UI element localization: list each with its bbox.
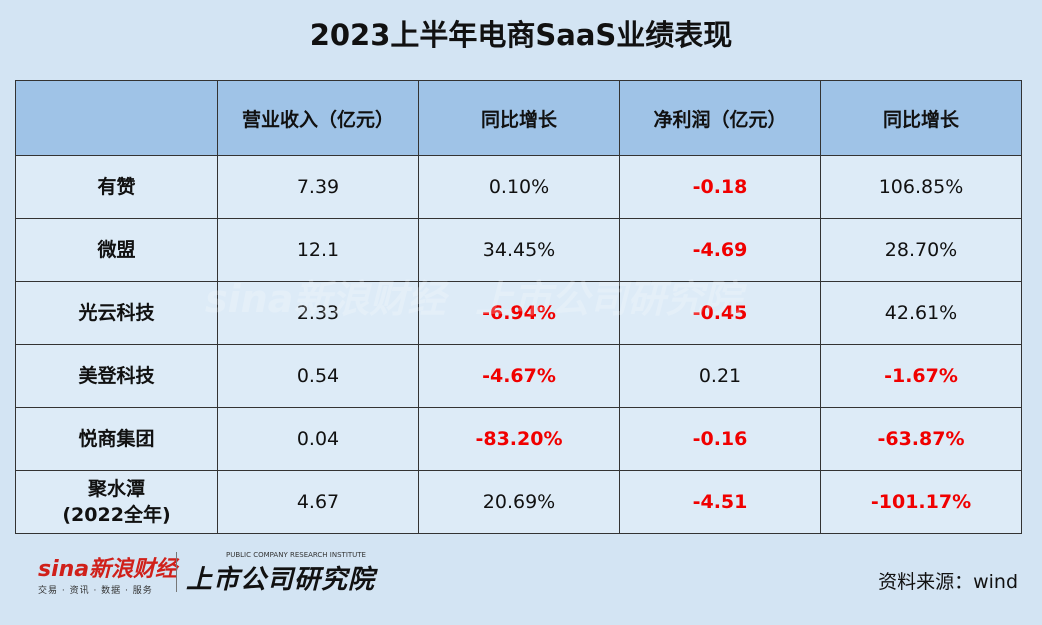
value-cell: -4.51 xyxy=(619,470,821,534)
company-name: 微盟 xyxy=(97,239,136,261)
value-cell: 0.21 xyxy=(619,344,821,408)
company-cell: 微盟 xyxy=(15,218,218,282)
sina-tagline: 交易 · 资讯 · 数据 · 服务 xyxy=(38,586,153,596)
value-cell: 106.85% xyxy=(820,155,1022,219)
value-cell: -0.18 xyxy=(619,155,821,219)
value-cell: -1.67% xyxy=(820,344,1022,408)
value-cell: 0.04 xyxy=(217,407,419,471)
table-row: 有赞 7.39 0.10% -0.18 106.85% xyxy=(15,155,1022,219)
value-cell: 7.39 xyxy=(217,155,419,219)
source: 资料来源：wind xyxy=(878,571,1018,593)
value-cell: 0.54 xyxy=(217,344,419,408)
company-name: 有赞 xyxy=(97,176,136,198)
value-cell: -0.45 xyxy=(619,281,821,345)
value-cell: -101.17% xyxy=(820,470,1022,534)
value-cell: 4.67 xyxy=(217,470,419,534)
header-cell: 同比增长 xyxy=(820,80,1022,156)
company-cell: 聚水潭 (2022全年) xyxy=(15,470,218,534)
value-cell: 2.33 xyxy=(217,281,419,345)
value-cell: -83.20% xyxy=(418,407,620,471)
value-cell: 20.69% xyxy=(418,470,620,534)
institute-cn: 上市公司研究院 xyxy=(186,565,376,595)
table-row: 美登科技 0.54 -4.67% 0.21 -1.67% xyxy=(15,344,1022,408)
value-cell: 0.10% xyxy=(418,155,620,219)
value-cell: -4.67% xyxy=(418,344,620,408)
table: 营业收入（亿元） 同比增长 净利润（亿元） 同比增长 有赞 7.39 0.10% -0.18… xyxy=(15,80,1022,534)
company-name: (2022全年) xyxy=(62,504,171,526)
table-row: 光云科技 2.33 -6.94% -0.45 42.61% xyxy=(15,281,1022,345)
header-cell: 营业收入（亿元） xyxy=(217,80,419,156)
value-cell: -4.69 xyxy=(619,218,821,282)
institute-en: PUBLIC COMPANY RESEARCH INSTITUTE xyxy=(226,551,366,559)
value-cell: -63.87% xyxy=(820,407,1022,471)
company-cell: 美登科技 xyxy=(15,344,218,408)
company-cell: 悦商集团 xyxy=(15,407,218,471)
value-cell: -6.94% xyxy=(418,281,620,345)
value-cell: 28.70% xyxy=(820,218,1022,282)
header-row: 营业收入（亿元） 同比增长 净利润（亿元） 同比增长 xyxy=(15,80,1022,156)
header-cell: 净利润（亿元） xyxy=(619,80,821,156)
value-cell: 34.45% xyxy=(418,218,620,282)
company-name: 聚水潭 xyxy=(87,478,145,500)
divider xyxy=(176,552,177,592)
table-row: 微盟 12.1 34.45% -4.69 28.70% xyxy=(15,218,1022,282)
sina-logo: sina新浪财经 交易 · 资讯 · 数据 · 服务 xyxy=(38,551,177,596)
title: 2023上半年电商SaaS业绩表现 xyxy=(309,18,733,52)
company-cell: 光云科技 xyxy=(15,281,218,345)
value-cell: 42.61% xyxy=(820,281,1022,345)
table-row: 悦商集团 0.04 -83.20% -0.16 -63.87% xyxy=(15,407,1022,471)
institute-logo: PUBLIC COMPANY RESEARCH INSTITUTE 上市公司研究… xyxy=(186,551,375,596)
header-cell xyxy=(15,80,218,156)
company-cell: 有赞 xyxy=(15,155,218,219)
value-cell: 12.1 xyxy=(217,218,419,282)
header-cell: 同比增长 xyxy=(418,80,620,156)
company-name: 悦商集团 xyxy=(78,428,155,450)
table-row: 聚水潭 (2022全年) 4.67 20.69% -4.51 -101.17% xyxy=(15,470,1022,534)
company-name: 美登科技 xyxy=(78,365,155,387)
value-cell: -0.16 xyxy=(619,407,821,471)
company-name: 光云科技 xyxy=(78,302,155,324)
sina-name: sina新浪财经 xyxy=(38,557,178,582)
